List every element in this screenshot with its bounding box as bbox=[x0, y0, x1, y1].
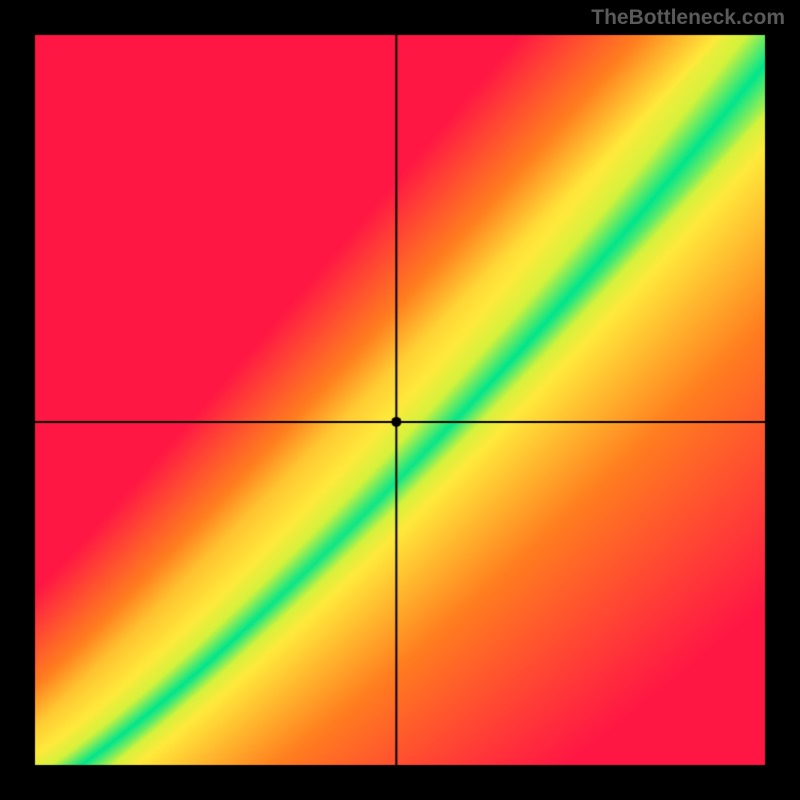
heatmap-canvas bbox=[0, 0, 800, 800]
chart-container: TheBottleneck.com bbox=[0, 0, 800, 800]
watermark-text: TheBottleneck.com bbox=[591, 6, 785, 30]
